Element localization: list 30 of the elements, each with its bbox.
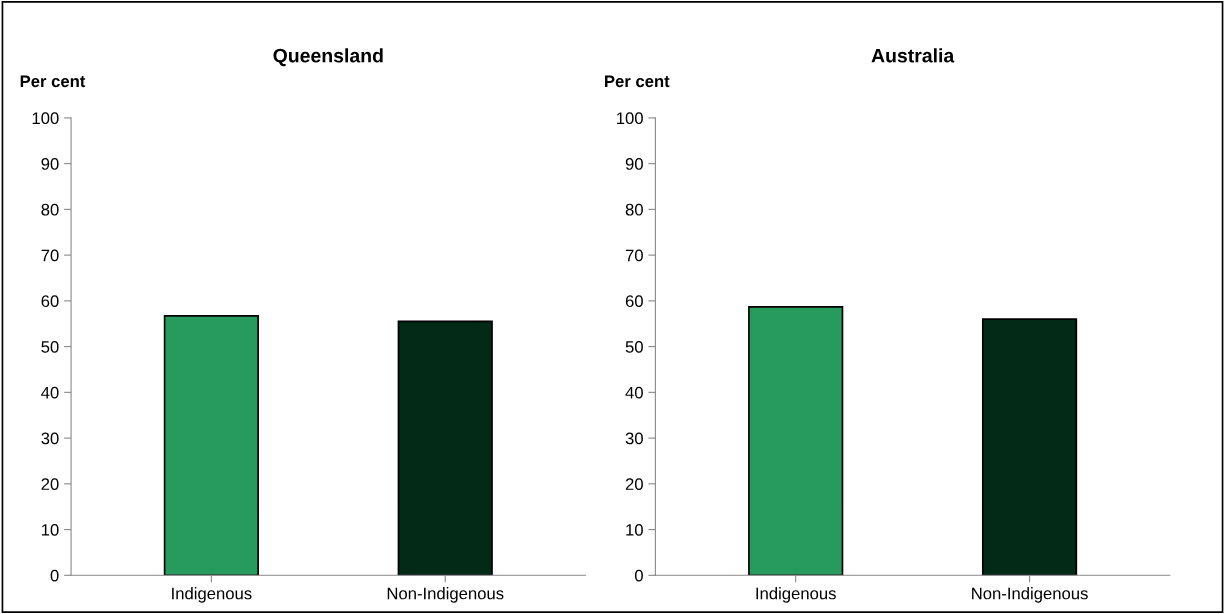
y-tick-label: 90 (625, 158, 643, 170)
y-tick-label: 100 (617, 112, 643, 125)
y-tick-label: 0 (50, 569, 59, 582)
y-axis-title: Per cent (20, 75, 86, 88)
y-tick-label: 60 (41, 295, 59, 308)
x-tick-label: Non-Indigenous (972, 587, 1088, 603)
chart-title: Australia (871, 48, 955, 63)
y-tick-label: 100 (32, 112, 59, 125)
y-tick-label: 60 (625, 295, 643, 308)
y-tick-label: 80 (41, 203, 59, 216)
y-tick-label: 40 (41, 386, 59, 399)
y-tick-label: 70 (625, 249, 643, 262)
x-tick-label: Indigenous (172, 587, 252, 603)
y-axis-title: Per cent (605, 75, 670, 88)
y-tick-label: 0 (634, 569, 643, 582)
y-tick-label: 80 (625, 203, 643, 216)
y-tick-label: 30 (625, 432, 643, 445)
y-tick-label: 20 (41, 478, 59, 491)
y-tick-label: 70 (41, 249, 59, 262)
y-tick-label: 90 (41, 158, 59, 170)
x-tick-label: Indigenous (756, 587, 836, 603)
y-tick-label: 50 (625, 341, 643, 353)
y-tick-label: 10 (626, 523, 643, 536)
y-tick-label: 40 (625, 386, 643, 399)
y-tick-label: 20 (625, 478, 643, 491)
y-tick-label: 50 (41, 341, 59, 353)
y-tick-label: 30 (41, 432, 59, 445)
x-tick-label: Non-Indigenous (387, 587, 504, 603)
chart-title: Queensland (273, 48, 383, 67)
y-tick-label: 10 (41, 523, 59, 536)
